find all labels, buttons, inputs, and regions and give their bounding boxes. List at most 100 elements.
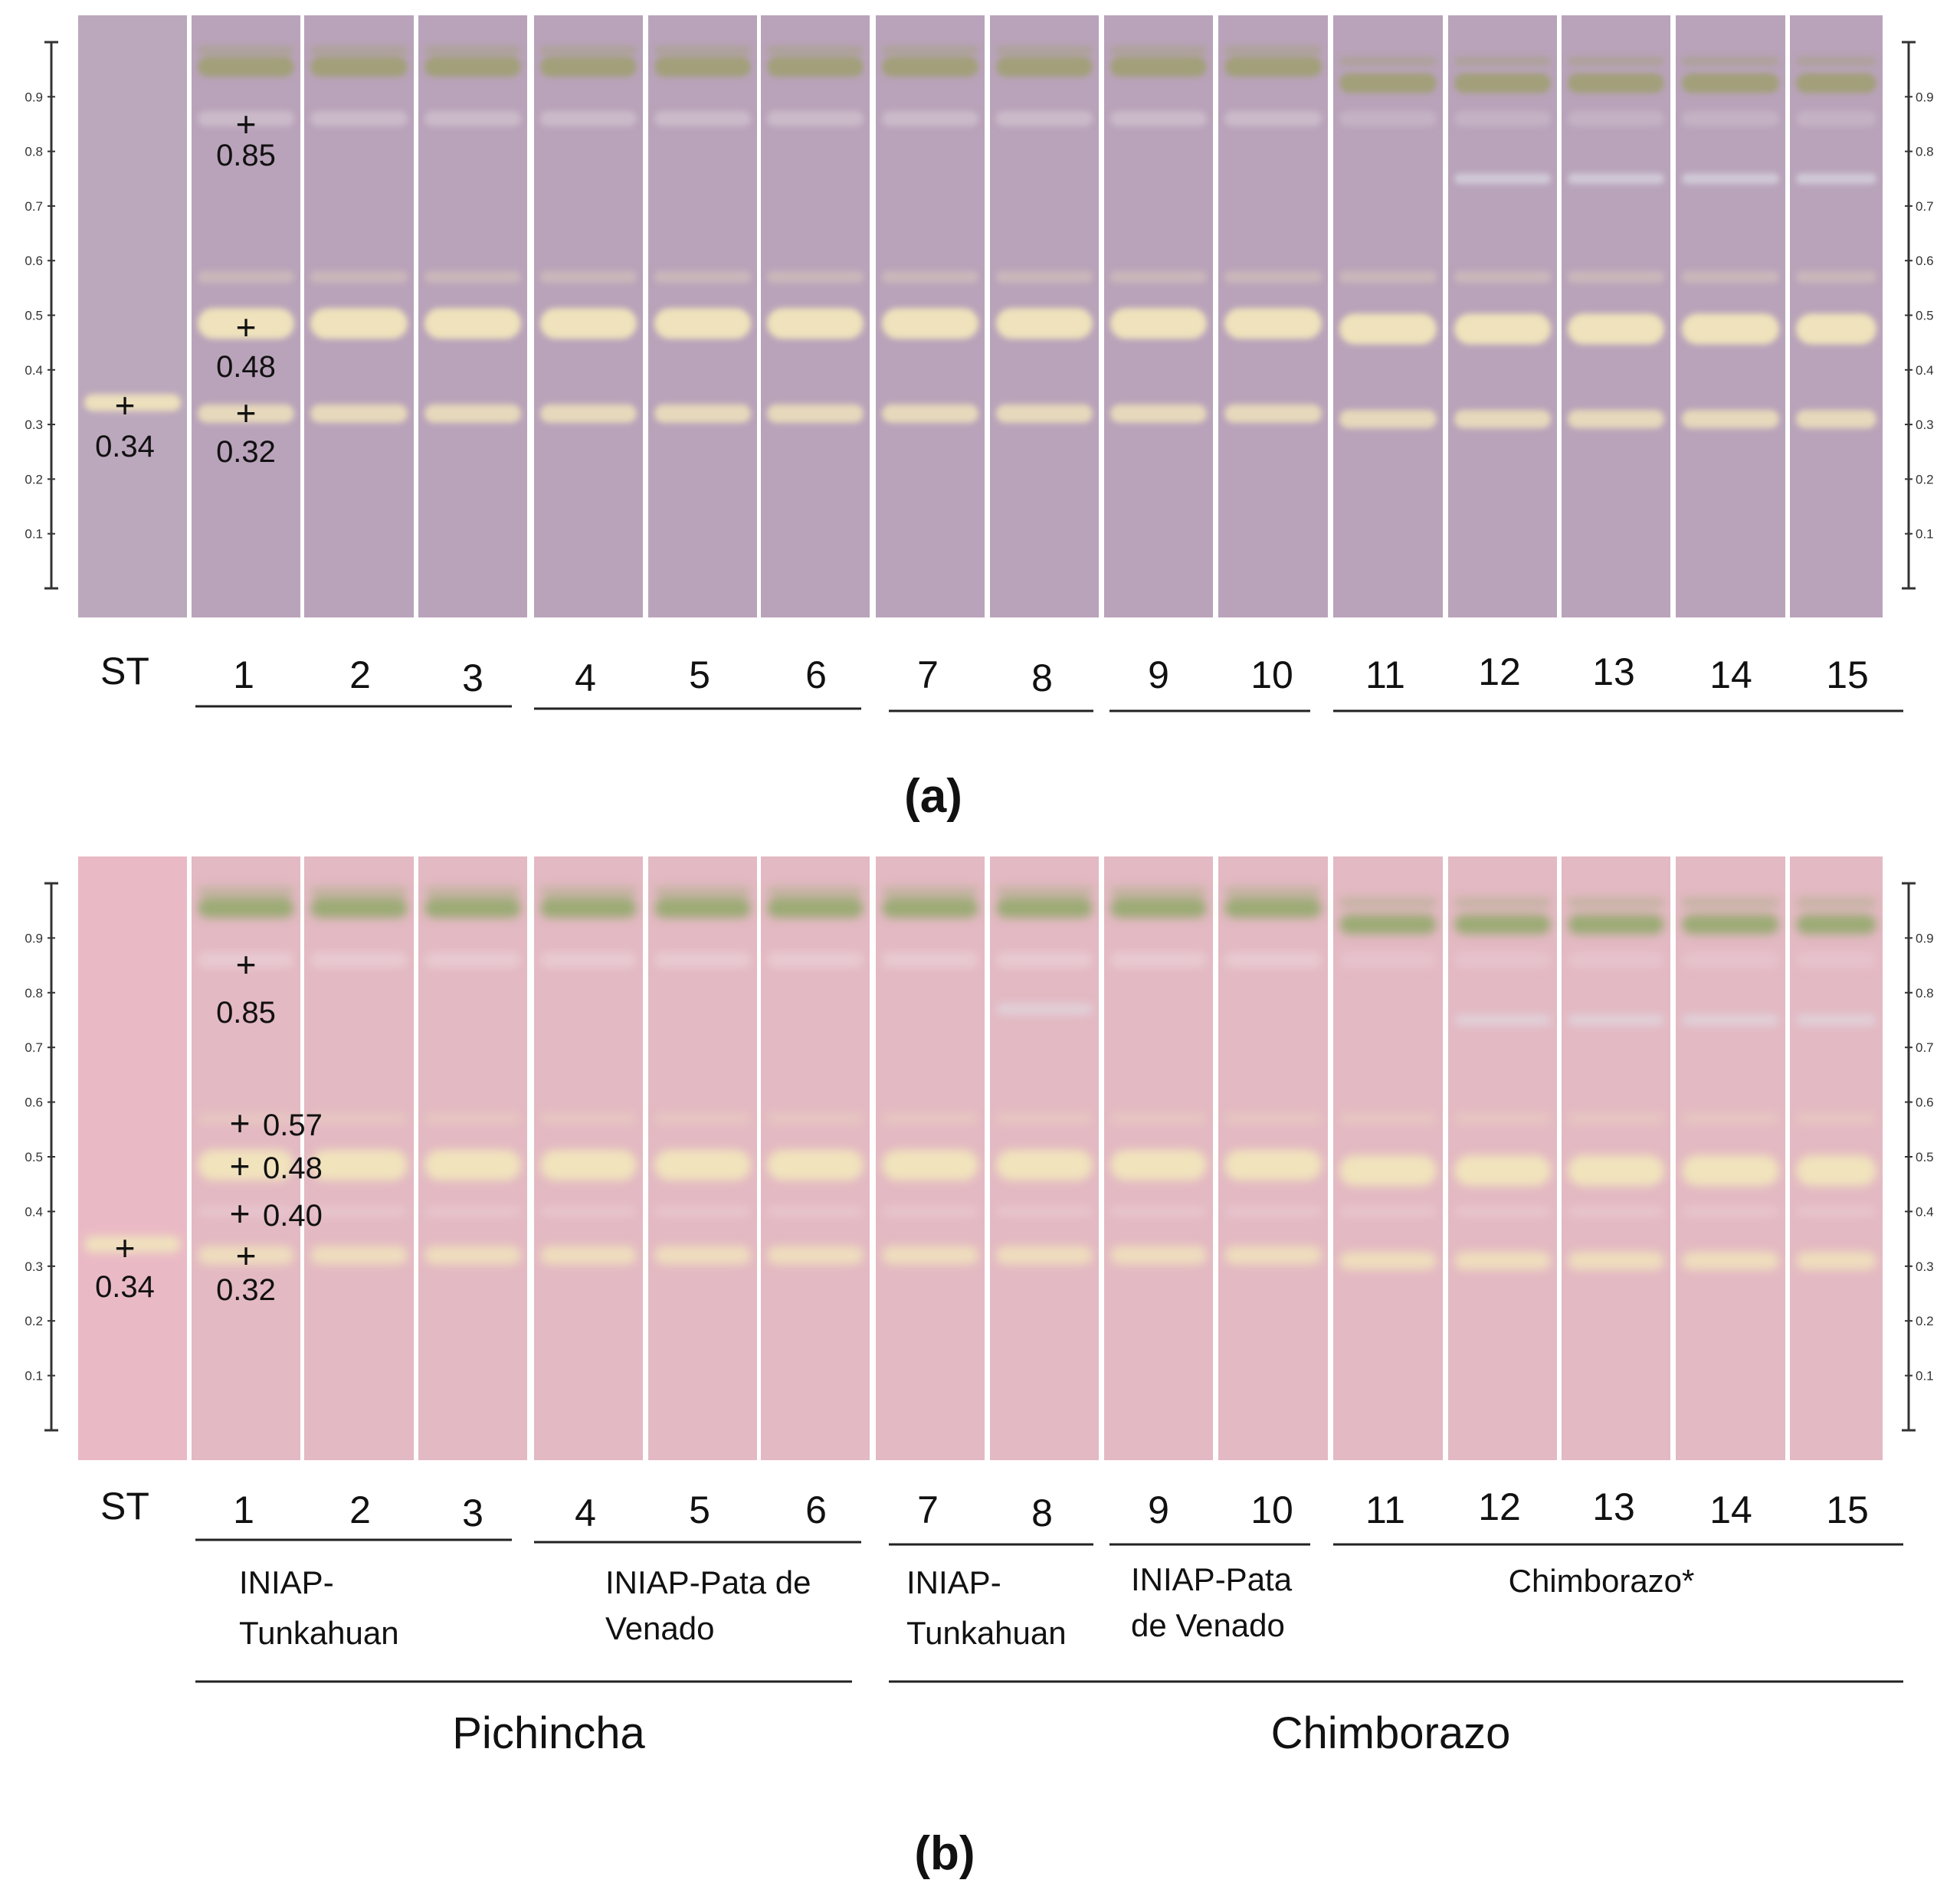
tlc-band <box>198 1149 294 1181</box>
tlc-band <box>1224 1246 1322 1265</box>
plus-marker: + <box>236 393 257 433</box>
lane-label: 7 <box>917 1489 939 1531</box>
scale-tick-label: 0.1 <box>25 1369 43 1384</box>
lane-label-st: ST <box>100 1485 149 1528</box>
tlc-band <box>654 270 751 283</box>
tlc-band <box>540 308 637 339</box>
tlc-band <box>1682 1206 1779 1217</box>
tlc-band <box>310 1246 408 1265</box>
plus-marker: + <box>230 1194 251 1233</box>
tlc-band <box>540 57 637 77</box>
tlc-band <box>1339 1112 1437 1125</box>
tlc-band <box>84 394 181 411</box>
province-label-chimborazo: Chimborazo <box>1271 1708 1511 1758</box>
tlc-band <box>310 951 408 968</box>
tlc-band <box>767 898 864 919</box>
tlc-band <box>1796 409 1876 428</box>
lane-label: 5 <box>689 1489 710 1531</box>
scale-tick-label: 0.5 <box>1916 1150 1934 1164</box>
tlc-band <box>1339 110 1437 126</box>
tlc-band <box>996 308 1093 339</box>
scale-tick-label: 0.1 <box>25 527 43 542</box>
tlc-band <box>1339 313 1437 345</box>
tlc-band <box>882 1112 978 1125</box>
lane-label: 1 <box>233 1489 254 1531</box>
tlc-band <box>1339 951 1437 968</box>
tlc-band <box>1568 1014 1664 1026</box>
tlc-band <box>1224 308 1322 339</box>
scale-tick-label: 0.2 <box>25 1314 43 1328</box>
scale-tick-label: 0.4 <box>25 363 43 378</box>
tlc-band <box>1682 1251 1779 1270</box>
tlc-band <box>424 308 521 339</box>
scale-tick-label: 0.9 <box>25 90 43 104</box>
tlc-band <box>767 270 864 283</box>
tlc-band <box>310 898 408 919</box>
tlc-band <box>1454 73 1551 93</box>
tlc-band <box>84 1236 181 1253</box>
tlc-band <box>1110 57 1207 77</box>
group-label-pata-de-venado-pichincha: INIAP-Pata de <box>605 1564 811 1600</box>
tlc-band <box>1454 951 1551 968</box>
lane-label: 3 <box>462 1492 483 1534</box>
tlc-band <box>1224 951 1322 968</box>
annotations-b: + 0.34 + 0.85 + 0.57 + 0.48 + 0.40 + 0.3… <box>95 945 323 1307</box>
tlc-band <box>310 886 408 896</box>
group-label-tunkahuan-chimborazo: INIAP- <box>906 1564 1001 1600</box>
tlc-band <box>996 1246 1093 1265</box>
tlc-band <box>1568 897 1664 907</box>
plus-marker: + <box>115 385 136 425</box>
tlc-band <box>1682 914 1779 935</box>
bands-a <box>84 45 1876 428</box>
scale-tick-label: 0.5 <box>1916 309 1934 323</box>
tlc-band <box>996 1112 1093 1125</box>
tlc-band <box>540 270 637 283</box>
plus-marker: + <box>236 307 257 347</box>
scale-tick-label: 0.3 <box>25 418 43 432</box>
tlc-band <box>198 110 294 126</box>
tlc-band <box>424 1206 521 1217</box>
tlc-band <box>882 308 978 339</box>
rf-label-057: 0.57 <box>263 1109 323 1142</box>
rf-label-085: 0.85 <box>216 139 276 172</box>
tlc-band <box>1682 56 1779 66</box>
tlc-band <box>1110 308 1207 339</box>
scale-tick-label: 0.5 <box>25 309 43 323</box>
scale-tick-label: 0.6 <box>1916 1096 1934 1110</box>
tlc-band <box>310 1149 408 1181</box>
tlc-band <box>1339 914 1437 935</box>
tlc-band <box>1568 1206 1664 1217</box>
tlc-band <box>1224 404 1322 423</box>
lane-label: 10 <box>1250 1489 1293 1531</box>
tlc-band <box>1224 110 1322 126</box>
scale-tick-label: 0.4 <box>25 1204 43 1219</box>
tlc-band <box>1796 313 1876 345</box>
tlc-band <box>882 45 978 55</box>
group-label-tunkahuan-pichincha: INIAP- <box>239 1564 334 1600</box>
tlc-band <box>654 1149 751 1181</box>
scale-tick-label: 0.8 <box>25 145 43 159</box>
tlc-band <box>1796 914 1876 935</box>
tlc-band <box>1110 886 1207 896</box>
tlc-band <box>654 57 751 77</box>
tlc-band <box>996 404 1093 423</box>
tlc-band <box>882 886 978 896</box>
tlc-band <box>1682 313 1779 345</box>
tlc-band <box>1682 409 1779 428</box>
tlc-band <box>654 45 751 55</box>
scale-tick-label: 0.1 <box>1916 527 1934 542</box>
scale-tick-label: 0.1 <box>1916 1369 1934 1384</box>
tlc-band <box>1224 1112 1322 1125</box>
annotations-a: + 0.34 + 0.85 + 0.48 + 0.32 <box>95 104 276 469</box>
tlc-band <box>654 110 751 126</box>
tlc-band <box>198 951 294 968</box>
tlc-band <box>1454 313 1551 345</box>
tlc-band <box>1454 270 1551 283</box>
tlc-band <box>540 1149 637 1181</box>
tlc-band <box>1568 110 1664 126</box>
tlc-band <box>424 951 521 968</box>
lane-label: 14 <box>1709 653 1752 696</box>
scale-tick-label: 0.3 <box>25 1259 43 1274</box>
tlc-band <box>767 57 864 77</box>
tlc-band <box>767 45 864 55</box>
